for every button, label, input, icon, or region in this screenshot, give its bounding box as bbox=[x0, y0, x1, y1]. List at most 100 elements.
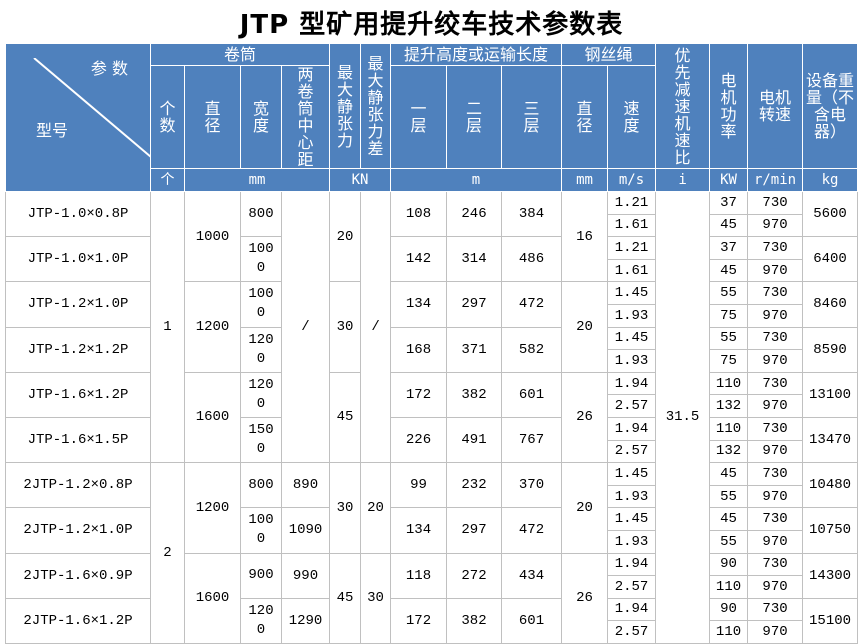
count-header: 个数 bbox=[150, 65, 185, 169]
layer3-cell: 767 bbox=[501, 416, 563, 464]
table-row: 2JTP-1.6×1.2P 1200 1290 172 382 601 1.94 90 730 1… bbox=[5, 597, 859, 644]
table-row: 2JTP-1.6×0.9P 1600 900 990 45 30 118 272 434 26 1.… bbox=[5, 552, 859, 644]
rope-speed-cell: 1.45 bbox=[607, 507, 657, 531]
motor-rpm-cell: 970 bbox=[747, 484, 804, 509]
weight-cell: 5600 bbox=[802, 190, 859, 238]
table-row: 1.93 55 970 bbox=[6, 484, 858, 509]
motor-rpm-cell: 970 bbox=[747, 620, 804, 644]
max-tension-cell: 30 bbox=[329, 462, 362, 554]
layer1-cell: 134 bbox=[390, 507, 448, 554]
motor-power-cell: 110 bbox=[709, 371, 749, 396]
layer2-cell: 371 bbox=[446, 326, 503, 373]
weight-cell: 13100 bbox=[802, 371, 859, 418]
motor-rpm-cell: 970 bbox=[747, 303, 804, 328]
motor-power-cell: 110 bbox=[709, 575, 749, 599]
motor-power-cell: 55 bbox=[709, 529, 749, 554]
param-label: 参 数 bbox=[90, 59, 128, 78]
motor-power-header: 电机功率 bbox=[709, 43, 749, 169]
width-cell: 1200 bbox=[240, 326, 282, 373]
diameter-cell: 1600 bbox=[184, 552, 241, 644]
rope-speed-cell: 1.94 bbox=[607, 552, 657, 577]
layer2-cell: 232 bbox=[446, 462, 503, 509]
rope-speed-cell: 2.57 bbox=[607, 394, 657, 418]
rope-speed-cell: 1.45 bbox=[607, 462, 657, 486]
weight-cell: 14300 bbox=[802, 552, 859, 599]
weight-header: 设备重量（不含电器） bbox=[802, 43, 859, 169]
rope-diameter-cell: 26 bbox=[561, 552, 609, 644]
motor-power-cell: 75 bbox=[709, 349, 749, 373]
diameter-cell: 1200 bbox=[184, 462, 241, 554]
layer1-cell: 108 bbox=[390, 190, 448, 238]
unit-weight: kg bbox=[802, 168, 859, 192]
motor-rpm-cell: 730 bbox=[747, 281, 804, 305]
table-row: 2.57 132 970 bbox=[6, 439, 858, 464]
weight-cell: 10480 bbox=[802, 462, 859, 509]
model-label: 型号 bbox=[36, 121, 69, 140]
width-cell: 1000 bbox=[240, 507, 282, 554]
weight-cell: 8590 bbox=[802, 326, 859, 373]
layer2-cell: 272 bbox=[446, 552, 503, 599]
layer2-cell: 382 bbox=[446, 371, 503, 418]
motor-rpm-header: 电机转速 bbox=[747, 43, 804, 169]
rope-diameter-cell: 16 bbox=[561, 190, 609, 283]
layer3-cell: 486 bbox=[501, 236, 563, 283]
rope-speed-cell: 2.57 bbox=[607, 575, 657, 599]
rope-diameter-cell: 20 bbox=[561, 281, 609, 373]
motor-rpm-cell: 970 bbox=[747, 439, 804, 464]
rope-speed-cell: 2.57 bbox=[607, 439, 657, 464]
max-tension-cell: 20 bbox=[329, 190, 362, 283]
motor-rpm-cell: 730 bbox=[747, 552, 804, 577]
layer3-cell: 472 bbox=[501, 281, 563, 328]
motor-rpm-cell: 970 bbox=[747, 575, 804, 599]
diameter-cell: 1200 bbox=[184, 281, 241, 373]
model-cell: 2JTP-1.6×1.2P bbox=[5, 597, 151, 644]
table-row: 1.93 75 970 bbox=[6, 303, 858, 328]
max-tension-cell: 45 bbox=[329, 552, 362, 644]
weight-cell: 8460 bbox=[802, 281, 859, 328]
table-row: 2JTP-1.2×0.8P 2 1200 800 890 30 20 99 232 370 20 1.… bbox=[5, 462, 859, 644]
table-row: 1.93 55 970 bbox=[6, 529, 858, 554]
rope-diameter-cell: 26 bbox=[561, 371, 609, 464]
drum-header: 卷筒 bbox=[149, 43, 331, 66]
motor-power-cell: 55 bbox=[709, 484, 749, 509]
layer1-cell: 168 bbox=[390, 326, 448, 373]
layer3-cell: 384 bbox=[501, 190, 563, 238]
model-cell: JTP-1.6×1.5P bbox=[5, 416, 151, 464]
motor-power-cell: 132 bbox=[709, 439, 749, 464]
motor-rpm-cell: 730 bbox=[747, 416, 804, 441]
motor-power-cell: 110 bbox=[709, 620, 749, 644]
diagonal-line bbox=[33, 58, 151, 158]
layer1-cell: 226 bbox=[390, 416, 448, 464]
layer1-cell: 172 bbox=[390, 597, 448, 644]
max-tension-header: 最大静张力 bbox=[329, 43, 362, 169]
layer2-cell: 297 bbox=[446, 507, 503, 554]
table-row: JTP-1.6×1.5P 1500 226 491 767 1.94 110 730 13470 bbox=[5, 416, 859, 464]
motor-rpm-cell: 730 bbox=[747, 597, 804, 622]
max-tension-diff-cell: 20 bbox=[360, 462, 392, 554]
layer2-cell: 246 bbox=[446, 190, 503, 238]
layer3-cell: 434 bbox=[501, 552, 563, 599]
table-row: 1.61 45 970 bbox=[6, 258, 858, 283]
table-row: JTP-1.0×1.0P 1000 142 314 486 1.21 37 730 6400 bbox=[5, 236, 859, 283]
width-cell: 1200 bbox=[240, 597, 282, 644]
rope-speed-cell: 1.21 bbox=[607, 236, 657, 260]
center-distance-cell: 1290 bbox=[280, 597, 331, 644]
rope-speed-cell: 1.93 bbox=[607, 529, 657, 554]
layer3-cell: 601 bbox=[501, 597, 563, 644]
motor-rpm-cell: 730 bbox=[747, 371, 804, 396]
width-cell: 1000 bbox=[240, 281, 282, 328]
motor-rpm-cell: 970 bbox=[747, 394, 804, 418]
weight-cell: 10750 bbox=[802, 507, 859, 554]
max-tension-diff-header: 最大静张力差 bbox=[360, 43, 392, 169]
model-cell: 2JTP-1.2×0.8P bbox=[5, 462, 151, 509]
max-tension-cell: 30 bbox=[329, 281, 362, 373]
rope-speed-cell: 1.21 bbox=[607, 191, 657, 215]
spec-table: 参 数 型号 卷筒 最大静张力 最大静张力差 提升高度或运输长度 钢丝绳 优先减… bbox=[5, 43, 859, 644]
unit-tension: KN bbox=[329, 168, 392, 192]
motor-power-cell: 45 bbox=[709, 258, 749, 283]
unit-drum: mm bbox=[183, 168, 331, 192]
rope-speed-cell: 1.94 bbox=[607, 371, 657, 396]
layer1-cell: 118 bbox=[390, 552, 448, 599]
layer2-cell: 297 bbox=[446, 281, 503, 328]
unit-rope-diameter: mm bbox=[561, 168, 609, 192]
